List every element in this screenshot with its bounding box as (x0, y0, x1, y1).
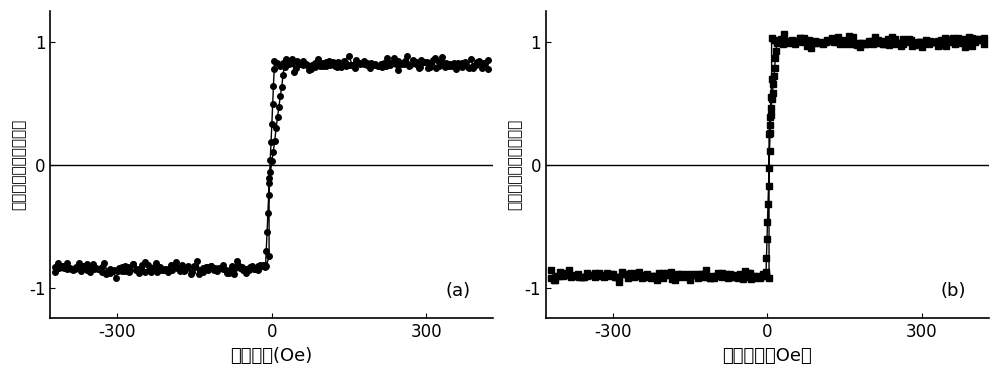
Y-axis label: 归一化的饱和磁化强度: 归一化的饱和磁化强度 (11, 119, 26, 211)
Text: (b): (b) (941, 282, 966, 300)
Text: (a): (a) (445, 282, 470, 300)
X-axis label: 磁场强度（Oe）: 磁场强度（Oe） (723, 347, 812, 365)
Y-axis label: 归一化的饱和磁化强度: 归一化的饱和磁化强度 (507, 119, 522, 211)
X-axis label: 磁场强度(Oe): 磁场强度(Oe) (231, 347, 313, 365)
